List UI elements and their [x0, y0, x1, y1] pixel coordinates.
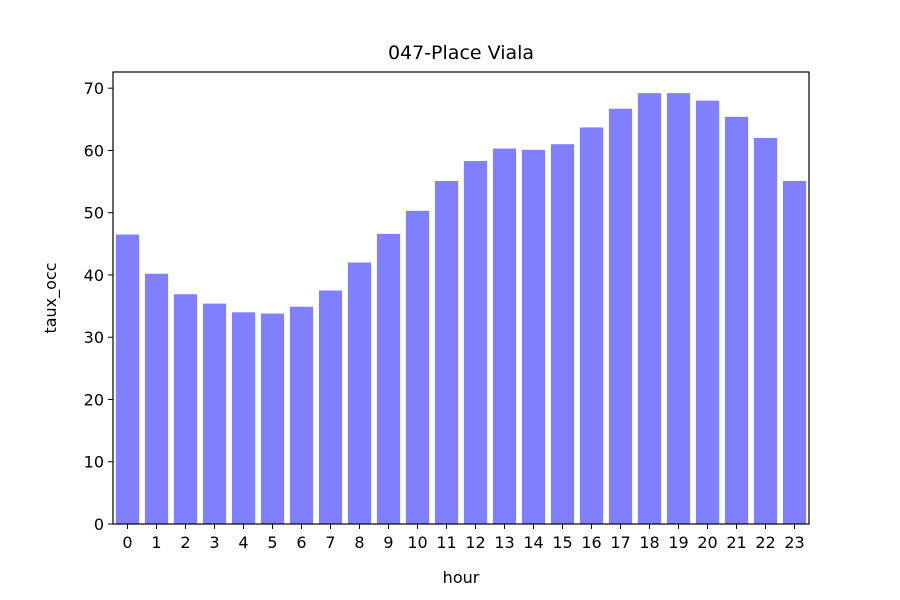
bars-group: [115, 93, 807, 525]
bar-hour-7: [318, 290, 343, 524]
x-tick-label: 5: [267, 533, 277, 552]
bar-hour-9: [376, 233, 401, 524]
x-tick-label: 8: [354, 533, 364, 552]
y-axis-title: taux_occ: [41, 262, 61, 333]
x-tick-label: 19: [668, 533, 688, 552]
y-axis: 0 10 20 30 40 50 60 70: [84, 79, 113, 534]
x-tick-label: 3: [209, 533, 219, 552]
bar-hour-2: [173, 294, 198, 524]
bar-hour-21: [724, 116, 749, 524]
x-tick-label: 7: [325, 533, 335, 552]
bar-hour-13: [492, 148, 517, 524]
y-tick-label: 0: [94, 515, 104, 534]
x-axis: 0 1 2 3 4 5 6 7 8 9 10 11 12 13 14 15 16 17 18 19 20 21 22 23: [122, 524, 805, 552]
x-tick-label: 20: [697, 533, 717, 552]
chart-title: 047-Place Viala: [388, 42, 534, 64]
bar-hour-1: [144, 273, 169, 524]
x-tick-label: 12: [465, 533, 485, 552]
bar-hour-6: [289, 306, 314, 524]
bar-hour-19: [666, 93, 691, 525]
y-tick-label: 10: [84, 453, 104, 472]
x-tick-label: 16: [581, 533, 601, 552]
bar-hour-0: [115, 234, 140, 524]
x-tick-label: 2: [180, 533, 190, 552]
y-tick-label: 70: [84, 79, 104, 98]
bar-hour-15: [550, 144, 575, 524]
y-tick-label: 20: [84, 390, 104, 409]
plot-frame: [112, 71, 810, 525]
bar-hour-8: [347, 262, 372, 524]
x-tick-label: 1: [151, 533, 161, 552]
x-tick-label: 17: [610, 533, 630, 552]
x-axis-title: hour: [443, 568, 480, 587]
x-tick-label: 14: [523, 533, 543, 552]
x-tick-label: 6: [296, 533, 306, 552]
y-tick-label: 60: [84, 141, 104, 160]
x-tick-label: 4: [238, 533, 248, 552]
x-tick-label: 9: [383, 533, 393, 552]
bar-hour-16: [579, 127, 604, 524]
bar-hour-11: [434, 180, 459, 524]
bar-hour-20: [695, 100, 720, 524]
bar-hour-10: [405, 210, 430, 524]
y-tick-label: 40: [84, 266, 104, 285]
x-tick-label: 15: [552, 533, 572, 552]
y-tick-label: 30: [84, 328, 104, 347]
y-tick-label: 50: [84, 204, 104, 223]
bar-hour-18: [637, 93, 662, 525]
x-tick-label: 21: [726, 533, 746, 552]
x-tick-label: 11: [436, 533, 456, 552]
x-tick-label: 22: [755, 533, 775, 552]
bar-hour-12: [463, 161, 488, 524]
x-tick-label: 23: [784, 533, 804, 552]
x-tick-label: 0: [122, 533, 132, 552]
bar-hour-22: [753, 137, 778, 525]
bar-hour-14: [521, 149, 546, 524]
x-tick-label: 10: [407, 533, 427, 552]
bar-hour-23: [782, 180, 807, 524]
x-tick-label: 18: [639, 533, 659, 552]
bar-hour-3: [202, 303, 227, 524]
bar-hour-5: [260, 313, 285, 524]
x-tick-label: 13: [494, 533, 514, 552]
bar-hour-17: [608, 108, 633, 524]
bar-hour-4: [231, 312, 256, 524]
